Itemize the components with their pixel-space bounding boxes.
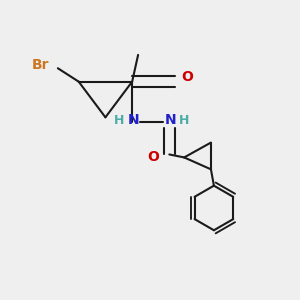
Text: H: H	[179, 114, 189, 127]
Text: O: O	[181, 70, 193, 84]
Text: H: H	[114, 114, 124, 127]
Text: Br: Br	[31, 58, 49, 72]
Text: N: N	[165, 113, 177, 127]
Text: N: N	[128, 113, 140, 127]
Text: O: O	[147, 150, 159, 164]
